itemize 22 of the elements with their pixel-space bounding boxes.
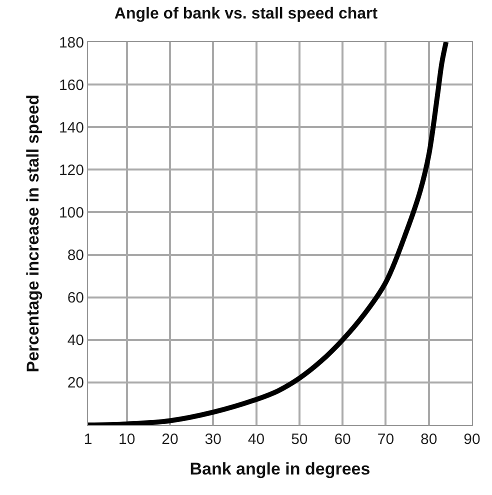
x-tick-label: 1 (84, 431, 92, 448)
x-tick-label: 60 (334, 431, 351, 448)
x-tick-label: 70 (377, 431, 394, 448)
x-tick-label: 20 (162, 431, 178, 448)
y-tick-label: 140 (58, 119, 84, 136)
y-tick-label: 40 (67, 332, 84, 350)
y-tick-label: 120 (58, 162, 84, 179)
x-axis-title: Bank angle in degrees (190, 459, 370, 478)
x-tick-label: 30 (204, 431, 222, 448)
chart-title: Angle of bank vs. stall speed chart (114, 6, 378, 23)
y-tick-label: 180 (58, 34, 84, 52)
y-tick-label: 60 (67, 290, 84, 307)
y-tick-label: 80 (67, 247, 84, 264)
x-tick-label: 90 (464, 431, 480, 448)
x-tick-label: 50 (291, 431, 308, 448)
y-tick-label: 160 (58, 76, 84, 94)
y-tick-label: 20 (67, 374, 84, 392)
x-tick-label: 10 (118, 431, 136, 448)
y-axis-title: Percentage increase in stall speed (24, 94, 43, 372)
x-tick-label: 80 (420, 431, 438, 448)
x-tick-label: 40 (248, 431, 265, 448)
y-tick-label: 100 (58, 204, 84, 222)
